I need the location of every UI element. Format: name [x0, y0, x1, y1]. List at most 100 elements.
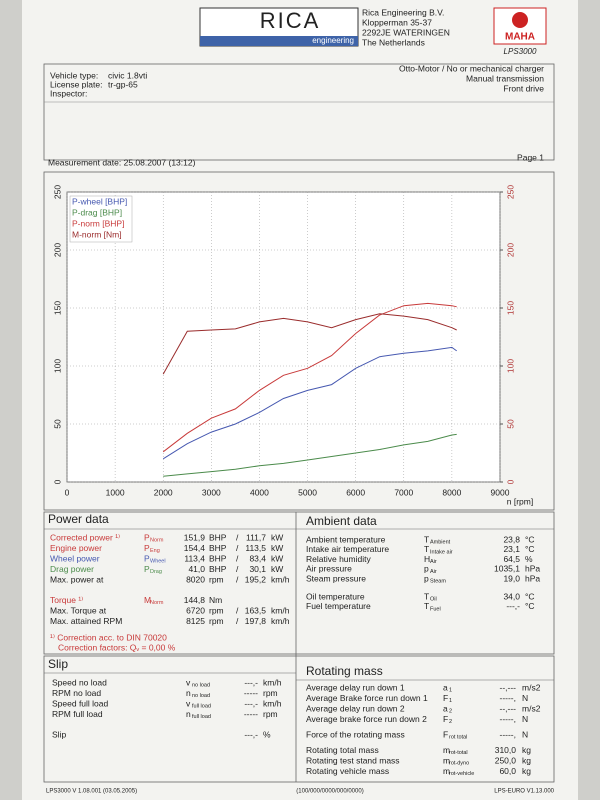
- cell-sub: full load: [192, 703, 211, 709]
- cell-label: Rotating vehicle mass: [306, 766, 389, 776]
- cell-label: Rotating test stand mass: [306, 755, 400, 765]
- cell-unit: N: [522, 714, 528, 724]
- cell-unit2: kW: [271, 564, 283, 574]
- cell-unit: kg: [522, 745, 531, 755]
- cell-unit2: kW: [271, 532, 283, 542]
- cell-val: -----,: [499, 714, 516, 724]
- cell-unit: rpm: [209, 574, 224, 584]
- cell-sub: Intake air: [430, 549, 453, 555]
- cell-val: -----,: [499, 693, 516, 703]
- series-line: [163, 433, 457, 477]
- legend-box: [69, 195, 133, 243]
- cell-sub: Drag: [150, 569, 162, 575]
- cell-label: Average brake force run down 2: [306, 714, 427, 724]
- section-title: Ambient data: [306, 514, 377, 528]
- footer: LPS-EURO V1.13.000: [494, 789, 554, 795]
- cell-sep: /: [236, 532, 239, 542]
- address-line: Klopperman 35-37: [362, 17, 432, 27]
- cell-unit2: km/h: [271, 574, 290, 584]
- cell-label: Corrected power ¹⁾: [50, 532, 120, 542]
- cell-unit: %: [263, 729, 271, 739]
- cell-sym: H: [424, 554, 430, 564]
- cell-val: 113,4: [184, 553, 205, 563]
- cell-sym: P: [144, 553, 150, 563]
- cell-val: 144,8: [184, 595, 206, 605]
- cell-sym: n: [186, 688, 191, 698]
- cell-label: Fuel temperature: [306, 601, 371, 611]
- y2-tick-label: 150: [505, 301, 515, 315]
- cell-val: 310,0: [495, 745, 517, 755]
- model: LPS3000: [504, 47, 537, 56]
- cell-label: Torque ¹⁾: [50, 595, 83, 605]
- cell-val: 19,0: [503, 573, 520, 583]
- cell-sym: m: [443, 766, 450, 776]
- cell-val: --,---: [499, 703, 516, 713]
- cell-sym: T: [424, 591, 429, 601]
- cell-val: 250,0: [495, 755, 517, 765]
- slip-box: [43, 655, 555, 783]
- cell-label: Relative humidity: [306, 554, 371, 564]
- cell-sym: P: [144, 532, 150, 542]
- cell-sym: v: [186, 677, 191, 687]
- vehicle-label: Inspector:: [50, 88, 87, 98]
- cell-unit: rpm: [209, 616, 224, 626]
- cell-sym: p: [424, 573, 429, 583]
- cell-label: Oil temperature: [306, 591, 365, 601]
- cell-unit: rpm: [263, 709, 278, 719]
- cell-sub: rot-vehicle: [449, 771, 474, 777]
- cell-sym: F: [443, 729, 448, 739]
- page-number: Page 1: [517, 152, 544, 162]
- y2-tick-label: 50: [505, 419, 515, 429]
- vehicle-spec: Otto-Motor / No or mechanical charger: [399, 63, 544, 73]
- cell-unit: °C: [525, 591, 535, 601]
- y2-tick-label: 100: [505, 359, 515, 373]
- cell-val: 8020: [186, 574, 205, 584]
- logo-bar: [200, 36, 358, 46]
- footer: LPS3000 V 1.08.001 (03.05.2005): [46, 789, 137, 795]
- cell-unit: rpm: [209, 605, 224, 615]
- x-tick-label: 0: [65, 487, 70, 497]
- series-line: [162, 313, 457, 375]
- cell-sub: rot-total: [449, 750, 468, 756]
- logo-sub: engineering: [312, 36, 354, 45]
- cell-label: Max. Torque at: [50, 605, 107, 615]
- y-tick-label: 100: [52, 359, 62, 373]
- section-title: Power data: [48, 512, 109, 526]
- cell-val2: 30,1: [249, 564, 266, 574]
- cell-unit: °C: [525, 544, 535, 554]
- cell-sub: Fuel: [430, 606, 441, 612]
- cell-label: Max. power at: [50, 574, 104, 584]
- cell-label: RPM no load: [52, 688, 101, 698]
- cell-sub: rot-dyno: [449, 760, 469, 766]
- cell-label: Slip: [52, 729, 66, 739]
- x-tick-label: 6000: [346, 487, 365, 497]
- cell-val: ---,-: [506, 601, 520, 611]
- x-tick-label: 9000: [491, 487, 510, 497]
- cell-val: ---,-: [244, 698, 258, 708]
- cell-sym: T: [424, 534, 429, 544]
- cell-val: 41,0: [188, 564, 205, 574]
- cell-unit2: km/h: [271, 605, 290, 615]
- cell-unit2: km/h: [271, 616, 290, 626]
- address-line: The Netherlands: [362, 37, 425, 47]
- cell-label: Average delay run down 1: [306, 682, 405, 692]
- cell-label: Air pressure: [306, 564, 352, 574]
- cell-sep: /: [236, 605, 239, 615]
- cell-val: -----: [244, 688, 258, 698]
- cell-sub: no load: [192, 693, 210, 699]
- cell-unit: km/h: [263, 677, 282, 687]
- measurement-date: Measurement date: 25.08.2007 (13:12): [48, 157, 196, 167]
- cell-label: Engine power: [50, 543, 102, 553]
- cell-label: Average Brake force run down 1: [306, 693, 428, 703]
- y2-tick-label: 250: [505, 185, 515, 199]
- cell-sep: /: [236, 564, 239, 574]
- cell-label: Wheel power: [50, 553, 100, 563]
- cell-sub: full load: [192, 714, 211, 720]
- cell-sym: T: [424, 544, 429, 554]
- cell-val: -----: [244, 709, 258, 719]
- cell-sub: Air: [430, 559, 437, 565]
- cell-label: Rotating total mass: [306, 745, 379, 755]
- note: Correction factors: Qᵥ = 0,00 %: [58, 642, 176, 652]
